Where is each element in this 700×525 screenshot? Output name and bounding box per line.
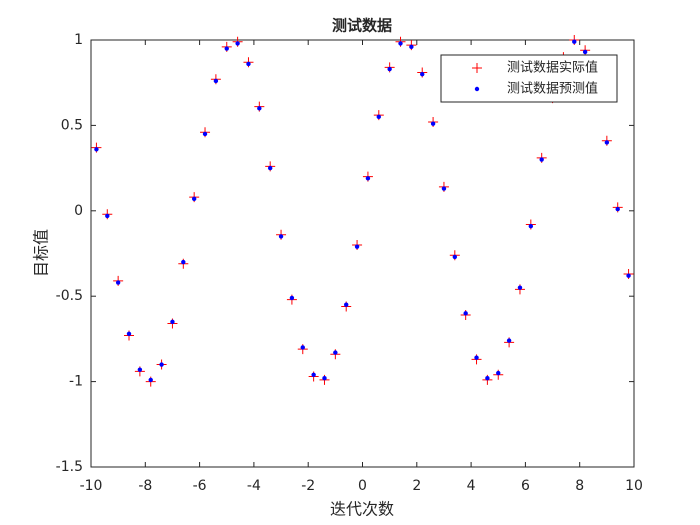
x-tick-label: -6 [193, 478, 207, 494]
data-point [333, 350, 338, 355]
data-point [94, 147, 99, 152]
y-axis-label: 目标值 [32, 229, 51, 277]
y-tick-label: 0 [74, 203, 83, 219]
data-point [528, 223, 534, 229]
data-point [430, 121, 436, 126]
data-point [267, 165, 273, 171]
x-tick-label: 2 [412, 478, 421, 494]
data-point [539, 157, 544, 162]
data-point [257, 106, 262, 111]
data-point [441, 186, 447, 191]
y-tick-label: -1.5 [56, 459, 83, 475]
data-point [202, 131, 208, 137]
data-point [626, 273, 631, 278]
x-tick-label: -4 [247, 478, 261, 494]
data-point [452, 254, 458, 260]
plot-frame [90, 39, 635, 468]
data-point [181, 259, 186, 265]
data-point [572, 39, 577, 44]
data-point [137, 367, 143, 372]
data-point [289, 295, 295, 301]
x-axis-label: 迭代次数 [330, 500, 394, 519]
data-point [235, 41, 240, 46]
data-point [213, 78, 219, 84]
data-point [311, 372, 316, 377]
data-point [159, 362, 164, 367]
data-point [474, 355, 479, 360]
data-point [420, 71, 425, 77]
data-point [365, 176, 371, 181]
data-point [246, 61, 251, 67]
legend-text: 测试数据预测值 [507, 81, 598, 97]
legend-text: 测试数据实际值 [507, 60, 598, 76]
data-point [278, 234, 284, 239]
y-tick-label: -0.5 [56, 288, 83, 304]
data-point [191, 196, 197, 202]
data-point [506, 338, 512, 343]
data-point [463, 311, 468, 316]
data-point [322, 375, 327, 381]
data-point [582, 49, 588, 55]
data-point [496, 370, 501, 376]
y-tick-label: 0.5 [61, 117, 83, 133]
legend-marker [474, 86, 480, 92]
x-tick-label: 4 [467, 478, 476, 494]
y-tick-label: 1 [74, 32, 83, 48]
legend-box [440, 54, 618, 103]
data-point [615, 206, 620, 212]
data-point [105, 213, 110, 219]
x-tick-label: -10 [80, 478, 103, 494]
data-point [409, 44, 414, 50]
x-tick-label: 8 [575, 478, 584, 494]
y-tick-label: -1 [69, 374, 83, 390]
data-point [300, 345, 305, 350]
data-point [126, 331, 132, 336]
chart-title: 测试数据 [332, 17, 392, 35]
data-point [354, 244, 360, 249]
data-point [485, 375, 490, 381]
data-point [224, 46, 229, 51]
x-tick-label: 6 [521, 478, 530, 494]
data-point [604, 140, 610, 145]
data-point [344, 302, 349, 307]
data-point [115, 280, 121, 285]
legend-marker [472, 63, 482, 73]
x-tick-label: -8 [138, 478, 152, 494]
data-point [376, 114, 381, 120]
data-point [517, 285, 523, 290]
data-point [387, 66, 392, 72]
x-tick-label: 10 [625, 478, 643, 494]
data-point [148, 377, 153, 383]
data-point [398, 41, 403, 46]
x-tick-label: 0 [358, 478, 367, 494]
data-point [170, 319, 175, 325]
x-tick-label: -2 [301, 478, 315, 494]
